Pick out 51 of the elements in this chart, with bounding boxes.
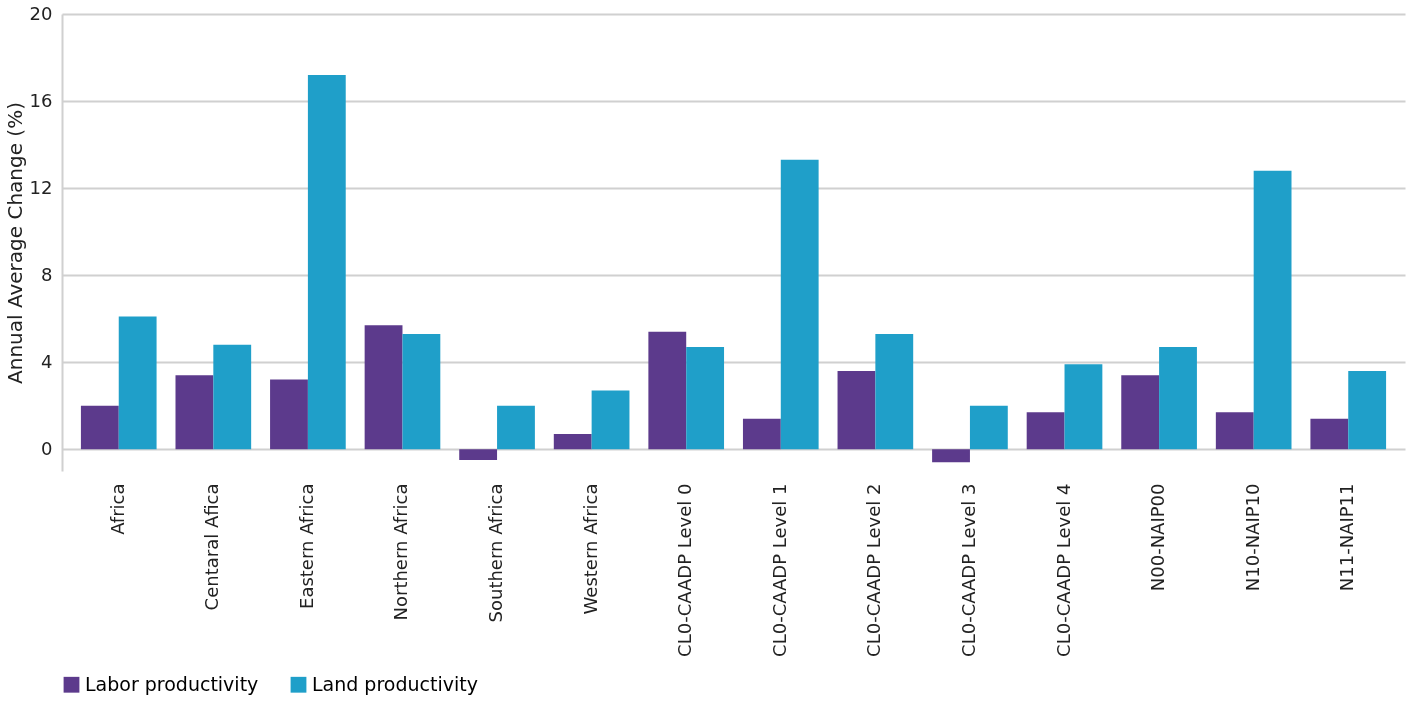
y-tick-label: 0	[41, 437, 53, 459]
bar	[1121, 375, 1160, 450]
bar	[270, 379, 308, 450]
bar	[118, 316, 157, 450]
x-tick-label: Western Africa	[579, 483, 601, 615]
x-tick-label: N11-NAIP11	[1336, 483, 1358, 592]
bar	[1215, 412, 1254, 450]
bar	[175, 375, 214, 450]
bar	[1348, 370, 1387, 450]
bar	[932, 449, 970, 463]
x-tick-label: CL0-CAADP Level 2	[863, 483, 885, 657]
x-tick-label: Africa	[106, 483, 128, 535]
y-tick-label: 20	[29, 2, 53, 24]
legend-label: Land productivity	[312, 672, 478, 695]
bar	[648, 331, 687, 450]
y-tick-label: 12	[29, 176, 53, 198]
bar	[1310, 418, 1349, 450]
x-tick-label: Southern Africa	[485, 483, 507, 623]
x-tick-label: Centaral Afica	[201, 483, 223, 611]
bar	[742, 418, 781, 450]
x-tick-label: CL0-CAADP Level 1	[768, 483, 790, 657]
x-tick-label: Eastern Africa	[295, 483, 317, 609]
x-tick-label: CL0-CAADP Level 4	[1052, 483, 1074, 657]
x-tick-label: N10-NAIP10	[1241, 483, 1263, 592]
bar	[213, 344, 252, 450]
x-tick-label: CL0-CAADP Level 3	[957, 483, 979, 657]
bar	[1064, 364, 1103, 450]
bar	[402, 333, 441, 450]
legend-label: Labor productivity	[85, 672, 259, 695]
bar	[780, 159, 819, 450]
x-tick-label: N00-NAIP00	[1147, 483, 1169, 592]
bar	[969, 405, 1008, 450]
y-tick-label: 16	[29, 89, 53, 111]
bar	[875, 333, 914, 450]
bar	[1159, 346, 1197, 450]
bar	[1253, 170, 1292, 450]
y-tick-label: 4	[41, 350, 53, 372]
bar	[1026, 412, 1065, 450]
bar	[497, 405, 535, 450]
x-tick-label: Northern Africa	[390, 483, 412, 621]
bar	[686, 346, 725, 450]
bar	[553, 434, 592, 450]
bar	[364, 325, 403, 450]
bar	[307, 74, 346, 450]
bar	[459, 449, 498, 461]
x-tick-label: CL0-CAADP Level 0	[674, 483, 696, 657]
bar	[80, 405, 119, 450]
y-tick-label: 8	[41, 263, 53, 285]
y-axis-title: Annual Average Change (%)	[2, 102, 27, 384]
bar	[837, 370, 876, 450]
bar	[591, 390, 630, 450]
